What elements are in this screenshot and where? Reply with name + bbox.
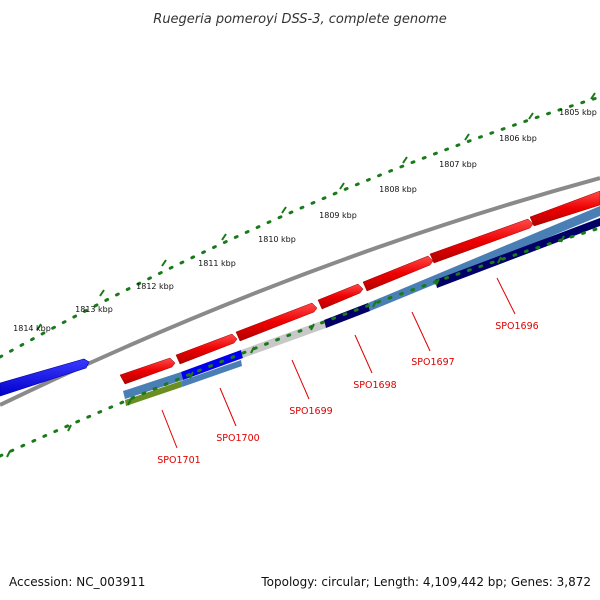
leader-SPO1697 (411, 311, 431, 352)
inner-major-tick (6, 450, 11, 458)
kbp-label: 1809 kbp (319, 211, 357, 220)
leader-SPO1698 (354, 334, 373, 374)
outer-major-tick (339, 182, 345, 190)
track-block-steel (123, 372, 183, 399)
leader-SPO1699 (291, 359, 310, 400)
outer-major-tick (464, 133, 470, 141)
inner-major-tick (497, 256, 502, 264)
kbp-label: 1805 kbp (559, 108, 597, 117)
inner-major-tick (67, 424, 72, 432)
genome-backbone (0, 176, 600, 407)
track-block-navy (435, 218, 600, 288)
kbp-label: 1814 kbp (13, 324, 51, 333)
cds-feature-SPO1697[interactable] (362, 255, 434, 292)
kbp-label: 1811 kbp (198, 259, 236, 268)
inner-major-tick (372, 300, 377, 308)
inner-major-tick (127, 398, 132, 406)
track-block-steel (368, 206, 600, 311)
outer-major-tick (528, 112, 534, 120)
cds-feature-forward[interactable] (529, 190, 600, 227)
inner-major-tick (189, 371, 194, 379)
scale-labels: 1805 kbp 1806 kbp 1807 kbp 1808 kbp 1809… (13, 108, 597, 333)
leader-SPO1696 (496, 277, 516, 315)
outer-major-tick (161, 259, 167, 267)
cds-feature-SPO1699[interactable] (235, 302, 318, 342)
track-block-silver (241, 320, 326, 358)
outer-major-tick (36, 323, 42, 331)
gene-label-SPO1696[interactable]: SPO1696 (495, 321, 538, 332)
kbp-label: 1813 kbp (75, 305, 113, 314)
forward-cds-track (119, 190, 600, 385)
cds-feature-SPO1698[interactable] (317, 283, 364, 310)
outer-major-tick (221, 233, 227, 241)
inner-major-tick (560, 235, 565, 243)
outer-major-tick (281, 206, 287, 214)
kbp-label: 1810 kbp (258, 235, 296, 244)
leader-SPO1701 (161, 409, 178, 449)
inner-major-tick (310, 323, 315, 331)
track-block-steel (181, 360, 242, 387)
outer-scale-ring (0, 92, 600, 359)
gene-label-SPO1700[interactable]: SPO1700 (216, 433, 259, 444)
gene-label-SPO1698[interactable]: SPO1698 (353, 380, 396, 391)
leader-SPO1700 (219, 387, 237, 427)
outer-major-tick (402, 156, 408, 164)
inner-major-tick (435, 278, 440, 286)
kbp-label: 1806 kbp (499, 134, 537, 143)
genome-summary-text: Topology: circular; Length: 4,109,442 bp… (260, 575, 591, 589)
cds-feature-SPO1701[interactable] (119, 357, 176, 385)
accession-text: Accession: NC_003911 (9, 575, 145, 589)
analysis-track (123, 206, 600, 406)
track-block-olive (125, 381, 182, 406)
gene-label-SPO1699[interactable]: SPO1699 (289, 406, 332, 417)
inner-scale-ring (0, 226, 600, 458)
label-leaders (161, 277, 516, 449)
cds-feature-SPO1696[interactable] (429, 218, 534, 264)
outer-major-tick (590, 92, 596, 100)
gene-labels: SPO1696 SPO1697 SPO1698 SPO1699 SPO1700 … (157, 321, 538, 466)
gene-label-SPO1701[interactable]: SPO1701 (157, 455, 200, 466)
cds-feature-SPO1700[interactable] (175, 333, 238, 365)
outer-major-tick (99, 289, 105, 297)
kbp-label: 1808 kbp (379, 185, 417, 194)
kbp-label: 1812 kbp (136, 282, 174, 291)
map-title: Ruegeria pomeroyi DSS-3, complete genome (153, 12, 446, 27)
track-block-navy (324, 303, 370, 328)
kbp-label: 1807 kbp (439, 160, 477, 169)
gene-label-SPO1697[interactable]: SPO1697 (411, 357, 454, 368)
cds-feature-reverse[interactable] (0, 358, 90, 397)
inner-major-tick (250, 346, 255, 354)
